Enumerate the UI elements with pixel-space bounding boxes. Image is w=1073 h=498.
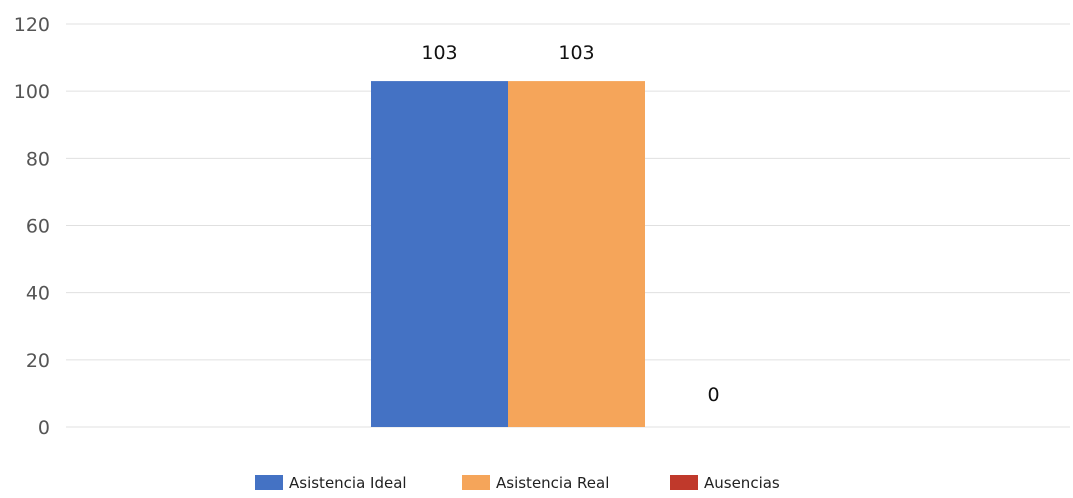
legend-swatch [670, 475, 698, 490]
bars [371, 81, 645, 427]
legend: Asistencia Ideal Asistencia Real Ausencias [255, 474, 780, 492]
y-axis-ticks: 0 20 40 60 80 100 120 [14, 14, 50, 439]
y-tick-label: 100 [14, 81, 50, 103]
legend-label: Ausencias [704, 474, 780, 492]
bar-asistencia-real [508, 81, 645, 427]
bar-asistencia-ideal [371, 81, 508, 427]
legend-swatch [462, 475, 490, 490]
legend-swatch [255, 475, 283, 490]
y-tick-label: 0 [38, 417, 50, 439]
data-label: 103 [421, 42, 457, 64]
data-label: 103 [558, 42, 594, 64]
data-label: 0 [707, 384, 719, 406]
legend-label: Asistencia Real [496, 474, 609, 492]
y-tick-label: 60 [26, 216, 50, 238]
y-tick-label: 80 [26, 148, 50, 170]
legend-label: Asistencia Ideal [289, 474, 407, 492]
data-labels: 103 103 0 [421, 42, 719, 406]
y-tick-label: 40 [26, 283, 50, 305]
y-tick-label: 20 [26, 350, 50, 372]
y-tick-label: 120 [14, 14, 50, 36]
